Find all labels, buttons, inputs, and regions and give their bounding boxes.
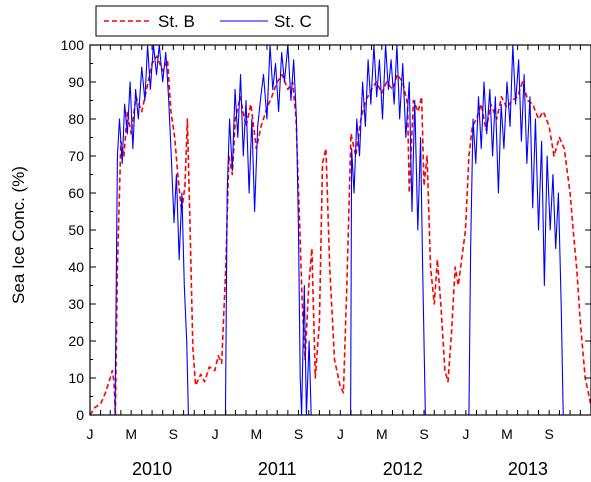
y-tick-label: 60 [68,185,84,201]
x-month-label: M [501,426,513,442]
x-month-label: M [250,426,262,442]
y-tick-label: 70 [68,148,84,164]
legend-label: St. B [158,12,195,31]
x-month-label: M [125,426,137,442]
y-axis: 0 10 20 30 40 50 60 70 80 90 100 [61,37,591,423]
x-year-label: 2012 [383,459,423,479]
legend: St. B St. C [95,5,329,37]
y-tick-label: 40 [68,259,84,275]
y-tick-label: 80 [68,111,84,127]
x-month-label: S [169,426,178,442]
x-month-label: J [462,426,469,442]
y-tick-label: 90 [68,74,84,90]
x-year-label: 2010 [132,459,172,479]
x-month-label: J [212,426,219,442]
series-line-st-c [90,45,591,415]
y-tick-label: 50 [68,222,84,238]
x-year-label: 2013 [508,459,548,479]
x-month-label: S [294,426,303,442]
y-tick-label: 0 [76,407,84,423]
legend-box [95,5,329,37]
legend-label: St. C [274,12,312,31]
series-line-st-b [90,55,591,415]
y-tick-label: 10 [68,370,84,386]
x-axis: J M S J M S J M S J M S 2010 2011 2012 2013 [87,45,581,479]
y-tick-label: 30 [68,296,84,312]
y-tick-label: 20 [68,333,84,349]
y-axis-title: Sea Ice Conc. (%) [9,166,28,304]
x-month-label: J [87,426,94,442]
y-tick-label: 100 [61,37,85,53]
series-layer [90,45,591,415]
x-month-label: S [419,426,428,442]
x-month-label: M [376,426,388,442]
x-month-label: J [337,426,344,442]
x-month-label: S [544,426,553,442]
x-year-label: 2011 [258,459,297,479]
